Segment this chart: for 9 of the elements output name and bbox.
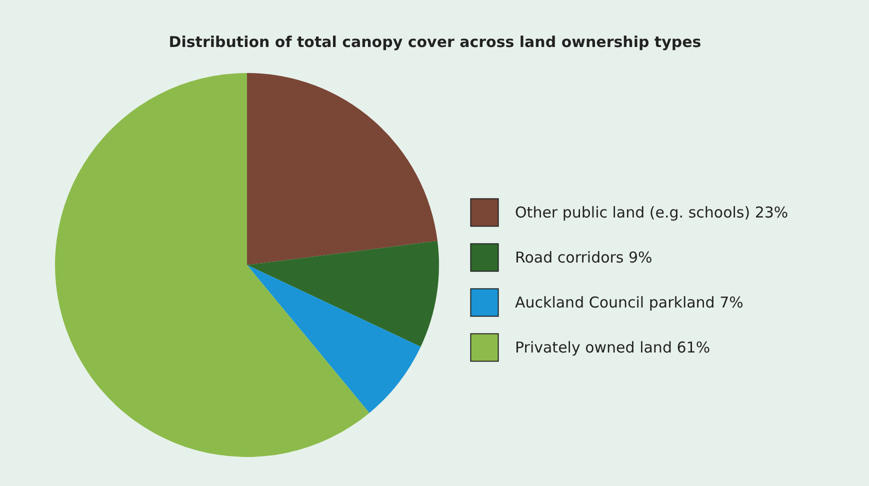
pie-slice (55, 73, 370, 457)
pie-slice (247, 73, 438, 265)
legend-label: Other public land (e.g. schools) 23% (515, 204, 788, 222)
pie-slice (247, 265, 421, 413)
pie-slice (247, 240, 439, 347)
legend-label: Road corridors 9% (515, 248, 652, 266)
legend-label: Auckland Council parkland 7% (515, 294, 744, 312)
chart-title: Distribution of total canopy cover across land ownership types (168, 33, 702, 51)
legend-label: Privately owned land 61% (515, 338, 710, 356)
